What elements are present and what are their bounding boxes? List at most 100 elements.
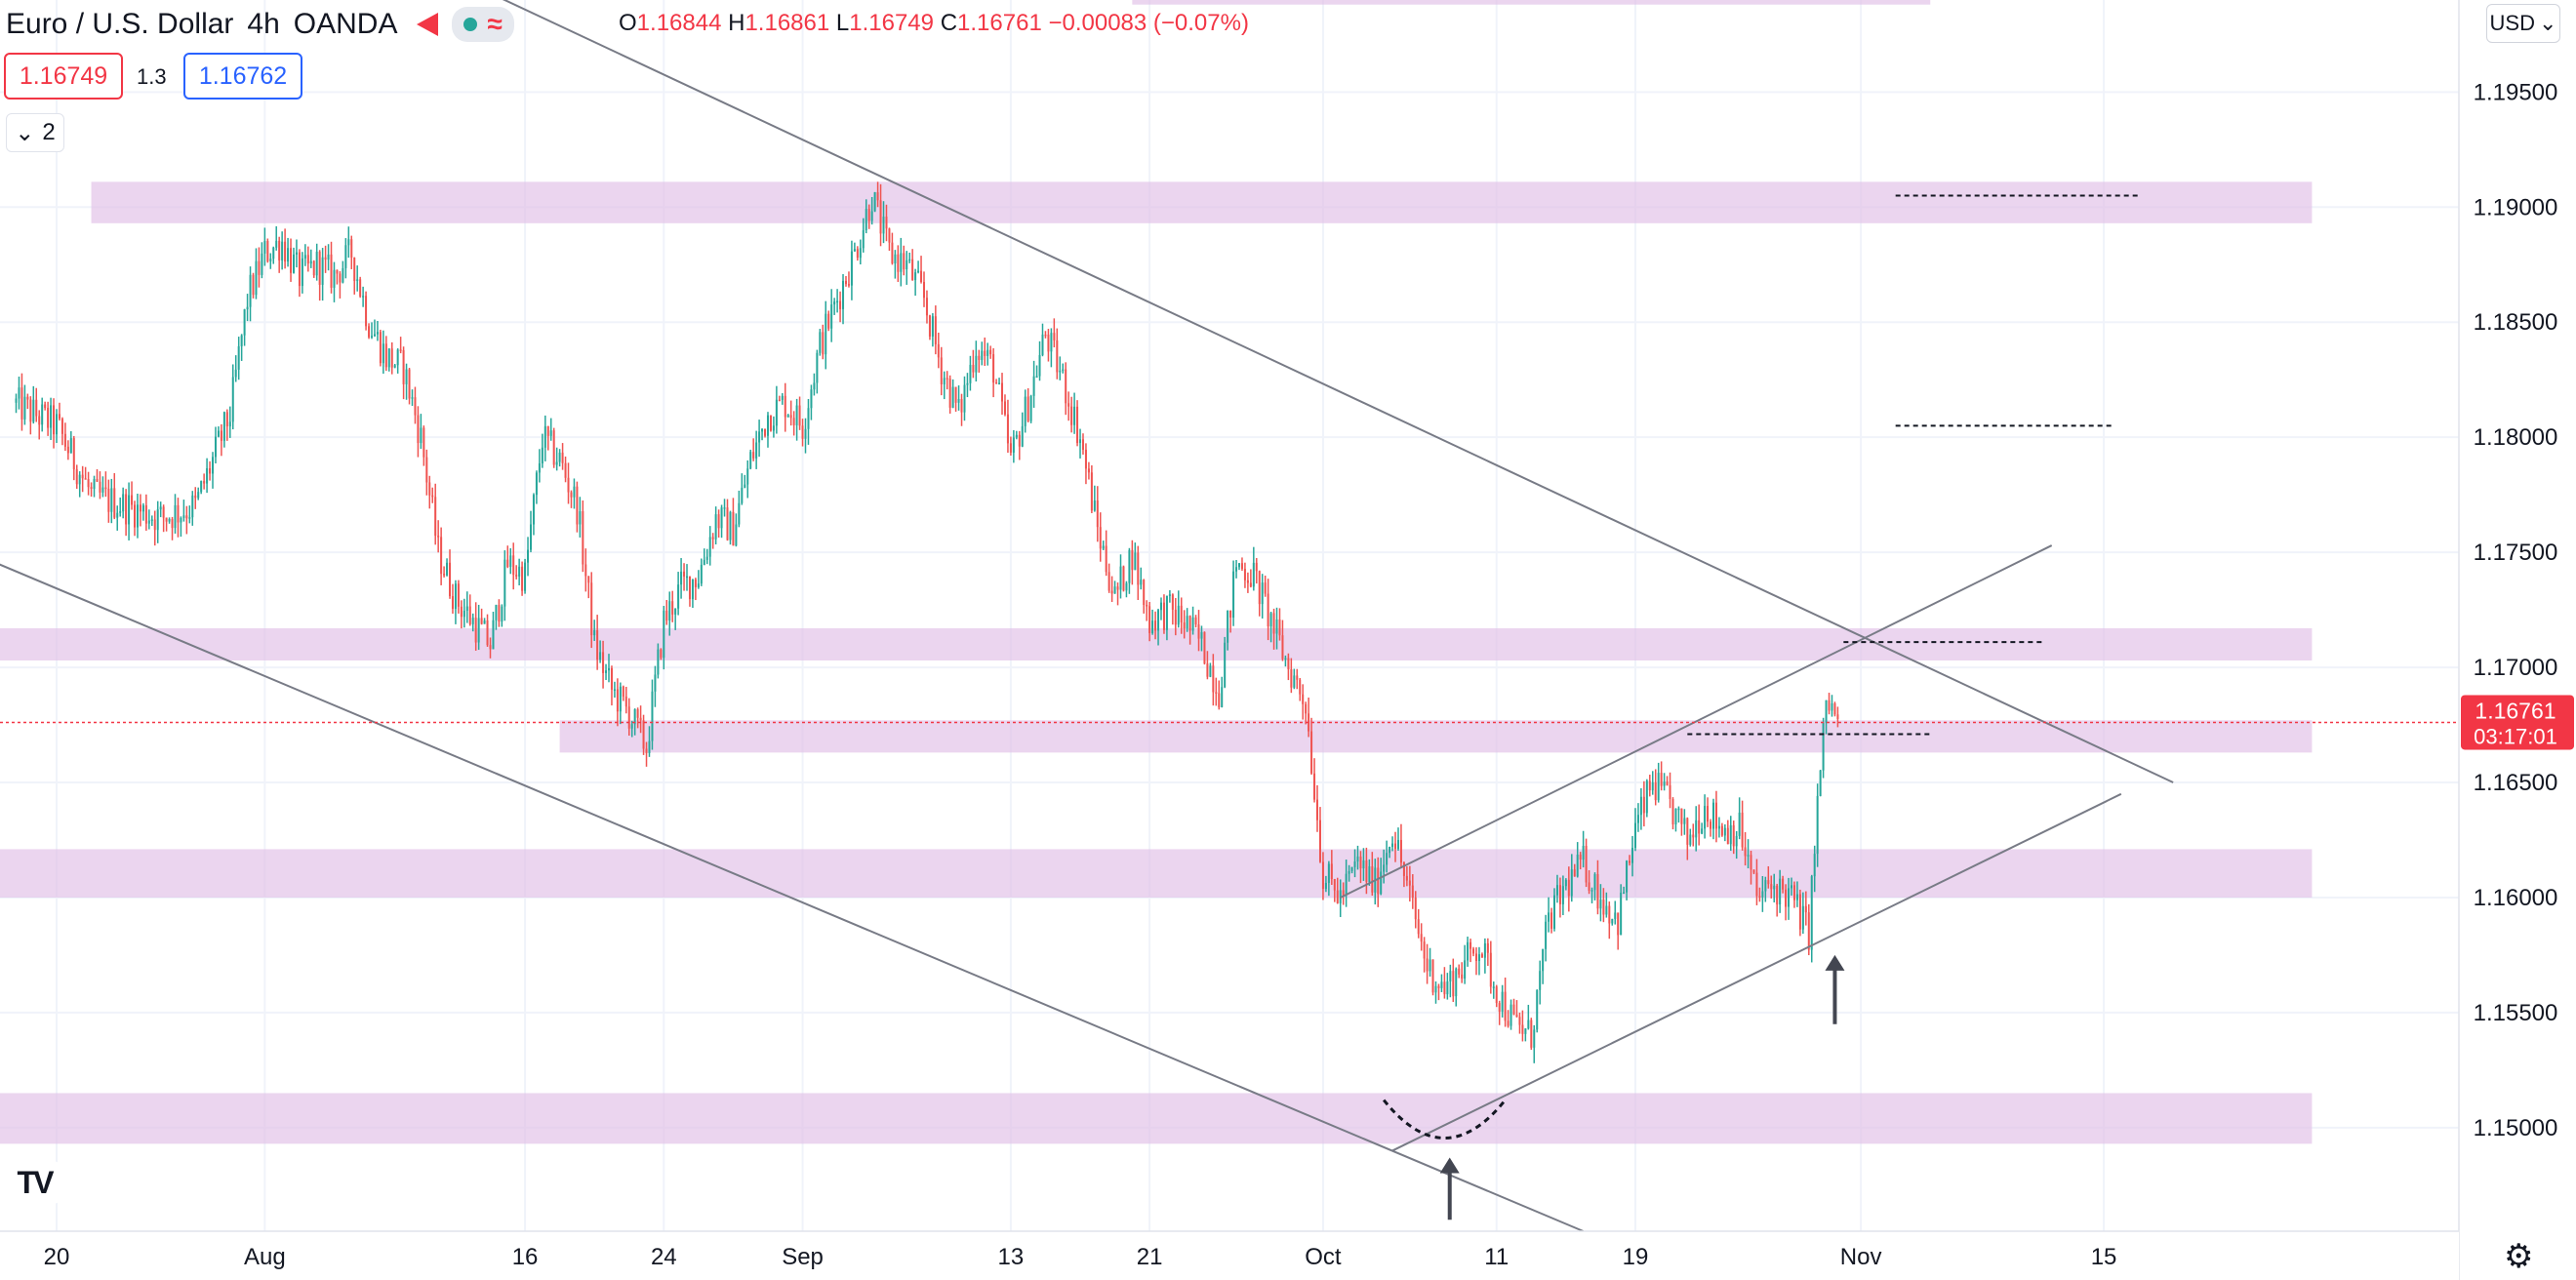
candle-body	[804, 428, 807, 439]
gear-icon[interactable]: ⚙	[2504, 1238, 2534, 1275]
candle-body	[700, 564, 703, 584]
exchange-label: OANDA	[293, 8, 398, 40]
candle-body	[134, 504, 137, 528]
tradingview-logo-icon[interactable]: TV	[6, 1161, 62, 1204]
candle-body	[144, 504, 147, 524]
candle-body	[1227, 610, 1229, 643]
candle-body	[1218, 693, 1221, 707]
indicators-collapse-button[interactable]: ⌄ 2	[6, 113, 64, 152]
close-value: 1.16761	[957, 10, 1042, 36]
candle-body	[1788, 888, 1791, 907]
candle-body	[165, 517, 168, 522]
candle-body	[900, 253, 903, 272]
candle-body	[784, 395, 786, 418]
candle-body	[622, 686, 624, 697]
x-tick-label: Oct	[1305, 1244, 1342, 1270]
candle-body	[384, 343, 387, 368]
candle-body	[830, 304, 833, 329]
candle-body	[1122, 566, 1125, 591]
candle-body	[978, 355, 981, 360]
candle-body	[906, 260, 908, 270]
market-status[interactable]: ≈	[452, 7, 514, 42]
candle-body	[81, 474, 84, 479]
candle-body	[147, 520, 150, 524]
candle-body	[1752, 869, 1755, 873]
symbol-legend[interactable]: Euro / U.S. Dollar 4h OANDA ≈	[6, 6, 514, 43]
candle-body	[1240, 563, 1243, 570]
candle-body	[177, 504, 180, 523]
open-label: O	[619, 10, 637, 36]
candle-body	[1801, 905, 1804, 930]
candle-body	[535, 472, 538, 496]
candle-body	[660, 649, 663, 659]
y-tick-label: 1.18000	[2474, 424, 2558, 451]
candle-body	[1350, 866, 1353, 871]
candle-body	[449, 562, 452, 597]
candle-body	[303, 255, 306, 259]
candle-body	[1365, 860, 1368, 882]
candle-body	[489, 645, 492, 650]
candle-body	[605, 670, 608, 673]
currency-selector[interactable]: USD ⌄	[2486, 4, 2560, 43]
candle-body	[56, 414, 58, 435]
candle-body	[417, 415, 420, 444]
candle-body	[29, 399, 32, 422]
candle-body	[954, 386, 957, 403]
candle-body	[1200, 631, 1203, 639]
candle-body	[657, 649, 660, 675]
candle-body	[903, 253, 906, 270]
candle-body	[1041, 334, 1044, 355]
candle-body	[1035, 376, 1038, 379]
candle-body	[1651, 781, 1654, 791]
candle-body	[1677, 808, 1680, 811]
candle-body	[596, 630, 599, 660]
candle-body	[708, 537, 711, 557]
buy-button[interactable]: 1.16762	[183, 53, 302, 100]
candle-body	[934, 316, 937, 344]
sell-button[interactable]: 1.16749	[4, 53, 123, 100]
candle-body	[1645, 780, 1648, 814]
interval-label[interactable]: 4h	[247, 8, 280, 40]
candle-body	[390, 348, 393, 368]
candle-body	[324, 257, 327, 260]
candle-body	[1469, 941, 1472, 949]
candle-body	[1764, 880, 1767, 892]
candle-body	[992, 354, 995, 383]
candle-body	[1029, 395, 1032, 421]
candle-body	[159, 506, 162, 510]
candle-body	[1356, 856, 1359, 862]
candle-body	[131, 495, 134, 505]
candle-body	[1087, 468, 1090, 473]
candle-body	[677, 584, 680, 609]
candle-body	[1180, 605, 1183, 623]
candle-body	[1420, 934, 1423, 942]
candle-body	[220, 430, 222, 441]
x-tick-label: 21	[1137, 1244, 1163, 1270]
candle-body	[501, 606, 503, 622]
candle-body	[1779, 878, 1782, 905]
candle-body	[705, 556, 708, 560]
candle-body	[833, 301, 836, 305]
candle-body	[122, 494, 125, 512]
candle-body	[1579, 854, 1582, 860]
candle-body	[1143, 580, 1146, 605]
candle-body	[1804, 905, 1807, 913]
candle-body	[573, 486, 576, 498]
candle-body	[842, 280, 845, 309]
flag-icon[interactable]	[417, 13, 439, 36]
candle-body	[362, 296, 365, 298]
chevron-down-icon: ⌄	[2539, 11, 2557, 35]
candle-body	[1056, 340, 1059, 373]
candle-body	[1443, 981, 1446, 995]
candle-body	[1437, 985, 1440, 988]
candle-body	[1321, 861, 1324, 890]
candle-body	[1723, 827, 1726, 836]
candle-body	[1140, 580, 1143, 585]
candle-body	[1657, 773, 1660, 801]
candle-body	[1440, 981, 1443, 988]
candle-body	[642, 720, 645, 749]
candle-body	[371, 336, 374, 338]
symbol-name[interactable]: Euro / U.S. Dollar	[6, 8, 234, 40]
candle-body	[1006, 414, 1009, 444]
